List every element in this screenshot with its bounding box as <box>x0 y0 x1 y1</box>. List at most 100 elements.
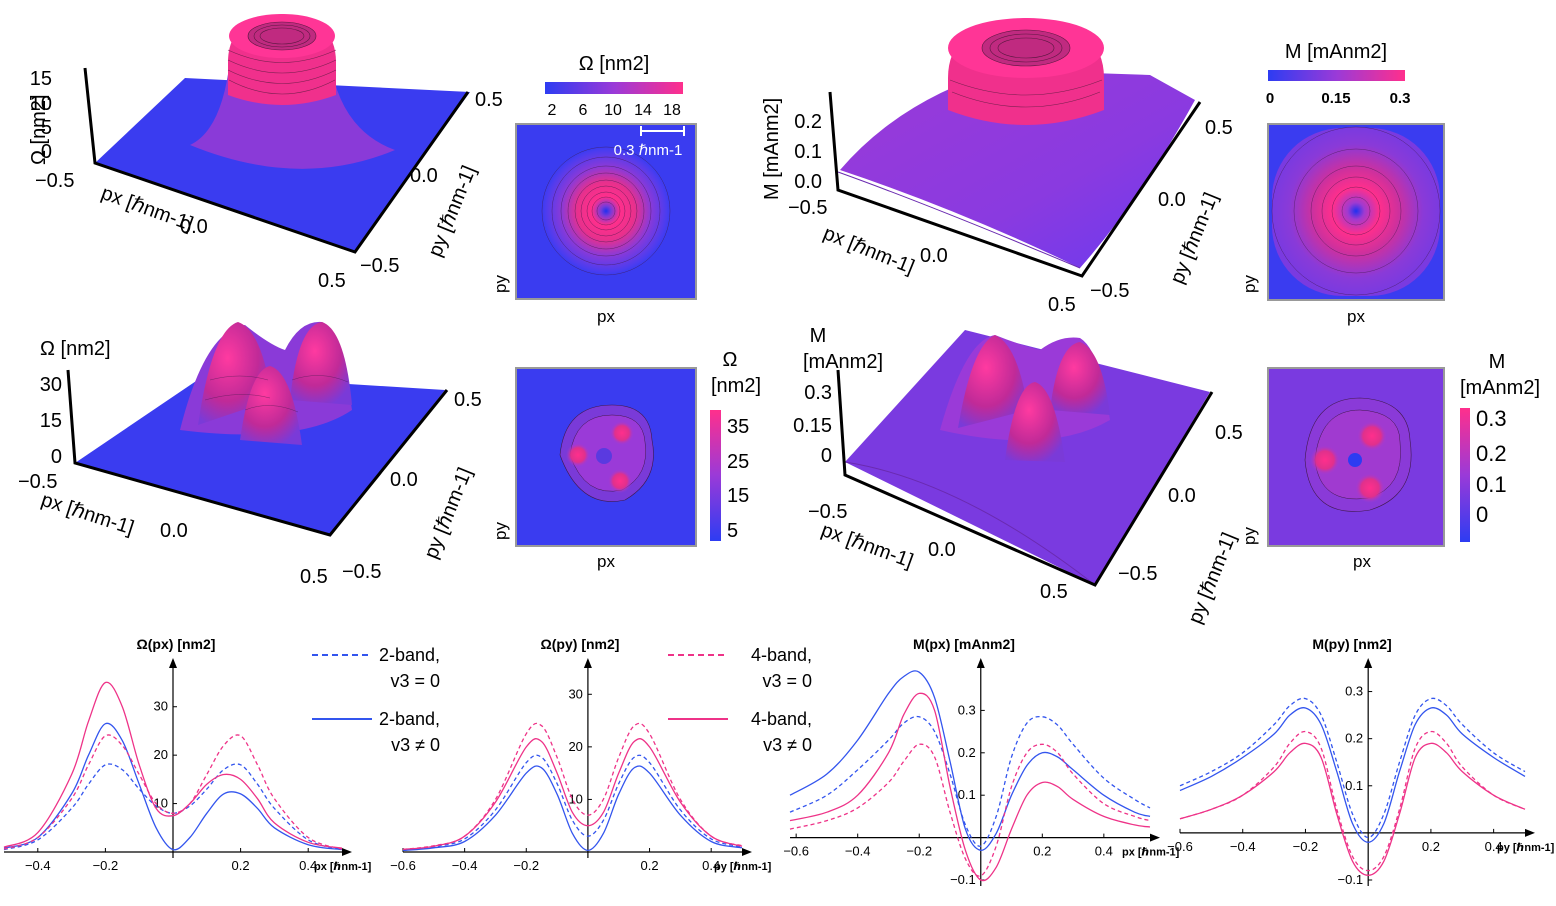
ytick: 0.0 <box>410 165 438 187</box>
colorbar-title: M <box>1489 351 1506 373</box>
ztick: 10 <box>30 93 52 115</box>
series-line <box>3 763 343 851</box>
cb-tick: 15 <box>727 485 749 507</box>
x-tick-label: −0.2 <box>513 858 539 873</box>
ytick: −0.5 <box>1118 563 1157 585</box>
cb-tick: 10 <box>604 102 622 119</box>
densitymap-m-ring: M [mAnm2] 0 0.15 0.3 px py <box>1240 41 1445 326</box>
ztick: 0.2 <box>794 111 822 133</box>
legend-label: v3 = 0 <box>390 671 440 691</box>
map-ylabel: py <box>491 275 510 293</box>
x-tick-label: −0.4 <box>1230 839 1256 854</box>
y-tick-label: 0.1 <box>1345 778 1363 793</box>
y-tick-label: 0.2 <box>958 745 976 760</box>
zlabel-omega-trigonal: Ω [nm2] <box>40 338 111 360</box>
series-line <box>3 734 343 850</box>
ztick: 0 <box>51 446 62 468</box>
surface-m-trigonal <box>844 330 1210 586</box>
y-tick-label: 30 <box>568 686 582 701</box>
xlabel-m-ring: px [ℏnm-1] <box>820 222 917 278</box>
series-line <box>789 715 1151 847</box>
y-axis-arrow <box>583 658 592 668</box>
x-tick-label: 0.4 <box>1485 839 1503 854</box>
xtick: 0.5 <box>1048 294 1076 316</box>
y-tick-label: 0.3 <box>1345 684 1363 699</box>
legend-label: 4-band, <box>751 709 812 729</box>
y-tick-label: 0.2 <box>1345 731 1363 746</box>
cb-tick: 14 <box>634 102 652 119</box>
chart-title: M(px) [mAnm2] <box>913 636 1015 652</box>
x-axis-label: py [ℏnm-1] <box>1497 842 1555 854</box>
legend: 2-band, v3 = 0 2-band, v3 ≠ 0 4-band, v3… <box>312 645 812 755</box>
ztick: 0 <box>41 141 52 163</box>
map-ylabel: py <box>1240 275 1259 293</box>
series-line <box>789 670 1151 851</box>
series-line <box>789 692 1151 882</box>
line-chart-2: Ω(py) [nm2] −0.6 −0.4 −0.2 0.2 0.4py [ℏnm-1] 1… <box>390 636 772 873</box>
x-tick-label: 0.4 <box>299 858 317 873</box>
xtick: 0.5 <box>1040 581 1068 603</box>
xtick: 0.5 <box>318 270 346 292</box>
ytick: 0.0 <box>1168 485 1196 507</box>
colorbar <box>545 82 683 94</box>
cb-tick: 6 <box>579 102 588 119</box>
ytick: 0.5 <box>475 89 503 111</box>
ylabel-omega-trigonal: py [ℏnm-1] <box>420 465 476 562</box>
ytick: 0.0 <box>1158 189 1186 211</box>
x-tick-label: −0.4 <box>452 858 478 873</box>
cb-tick: 0 <box>1476 502 1488 527</box>
ytick: 0.5 <box>1205 117 1233 139</box>
scalebar-label: 0.3 ℏnm-1 <box>614 142 683 159</box>
ztick: 15 <box>30 68 52 90</box>
x-tick-label: 0.4 <box>1095 844 1113 859</box>
x-axis-label: py [ℏnm-1] <box>714 861 772 873</box>
y-tick-label: 0.1 <box>958 787 976 802</box>
x-tick-label: −0.4 <box>845 844 871 859</box>
xtick: 0.0 <box>920 245 948 267</box>
colorbar-title: [mAnm2] <box>1460 377 1540 399</box>
ztick: 5 <box>41 117 52 139</box>
y-axis-arrow <box>169 658 177 668</box>
x-tick-label: 0.2 <box>232 858 250 873</box>
densitymap-omega-trigonal: Ω [nm2] 35 25 15 5 px py <box>491 349 761 571</box>
surface-omega-ring <box>95 14 470 252</box>
cb-tick: 2 <box>548 102 557 119</box>
cb-tick: 0.2 <box>1476 441 1507 466</box>
colorbar-title: M [mAnm2] <box>1285 41 1387 63</box>
colorbar-title: Ω <box>723 349 738 371</box>
ytick: 0.0 <box>390 469 418 491</box>
axes-m-ring <box>828 91 1202 278</box>
ztick: 0.3 <box>804 382 832 404</box>
ytick: 0.5 <box>1215 422 1243 444</box>
xtick: −0.5 <box>18 471 57 493</box>
zlabel-m-trigonal: M <box>810 325 827 347</box>
xtick: 0.0 <box>928 539 956 561</box>
line-chart-3: M(px) [mAnm2] −0.6 −0.4 −0.2 0.2 0.4 px [ℏnm-1… <box>783 636 1179 887</box>
legend-label: 2-band, <box>379 645 440 665</box>
cb-tick: 0.15 <box>1321 90 1350 107</box>
cb-tick: 35 <box>727 416 749 438</box>
series-line <box>1179 742 1526 876</box>
chart-title: M(py) [nm2] <box>1312 636 1391 652</box>
x-tick-label: 0.2 <box>641 858 659 873</box>
chart-title: Ω(py) [nm2] <box>541 636 620 652</box>
y-tick-label: 20 <box>154 747 168 762</box>
map-xlabel: px <box>597 307 615 326</box>
y-tick-label: 10 <box>568 791 582 806</box>
x-tick-label: −0.6 <box>783 844 809 859</box>
map-ylabel: py <box>491 522 510 540</box>
axes-omega-ring <box>83 67 470 254</box>
series-line <box>1179 697 1526 839</box>
ztick: 0.1 <box>794 141 822 163</box>
x-tick-label: −0.4 <box>25 858 51 873</box>
axes-m-trigonal <box>836 369 1214 587</box>
xlabel-m-trigonal: px [ℏnm-1] <box>818 519 916 573</box>
x-axis-arrow <box>342 848 352 856</box>
map-xlabel: px <box>597 552 615 571</box>
y-axis-arrow <box>1364 658 1373 668</box>
zlabel-m-trigonal: [mAnm2] <box>803 351 883 373</box>
x-tick-label: −0.2 <box>93 858 119 873</box>
series-line <box>402 738 743 851</box>
cb-tick: 18 <box>663 102 681 119</box>
